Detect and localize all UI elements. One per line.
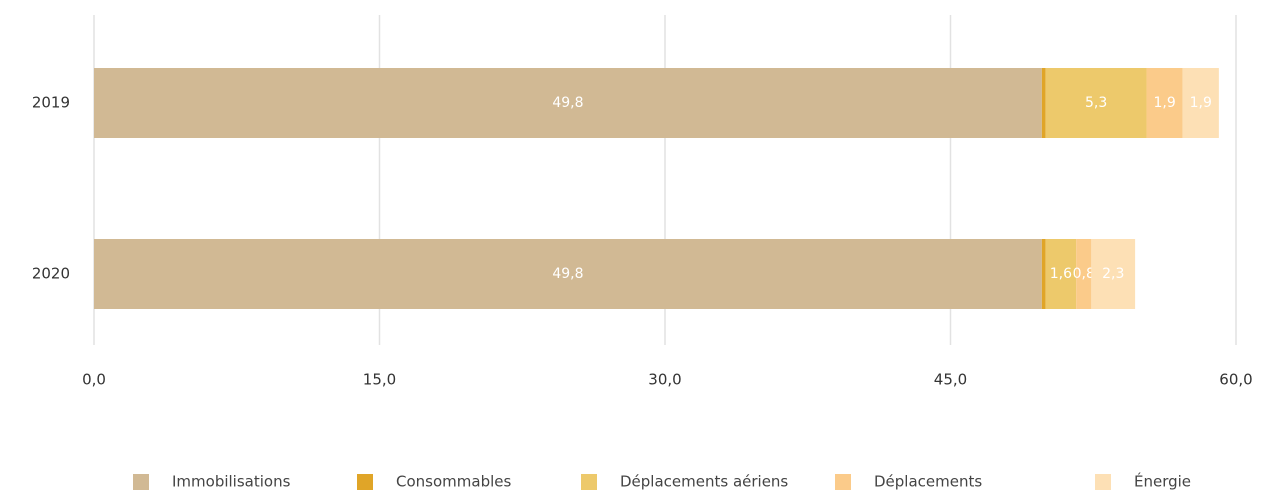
bar-segment	[1182, 68, 1219, 138]
data-label: 1,9	[1153, 95, 1175, 111]
legend-label: Immobilisations	[172, 473, 291, 491]
bar-segment	[94, 68, 1042, 138]
legend-swatch	[581, 474, 597, 490]
x-tick-label: 60,0	[1219, 371, 1252, 389]
legend-swatch	[835, 474, 851, 490]
bar-segment	[1146, 68, 1183, 138]
bar-segment	[1041, 239, 1046, 309]
y-tick-label: 2020	[32, 265, 70, 283]
legend-label: Déplacements aériens	[620, 473, 788, 491]
data-label: 1,9	[1190, 95, 1212, 111]
bar-segment	[1076, 239, 1092, 309]
bar-segment	[94, 239, 1042, 309]
bar-segment	[1045, 68, 1147, 138]
data-label: 2,3	[1102, 266, 1124, 282]
x-tick-label: 15,0	[363, 371, 396, 389]
y-tick-label: 2019	[32, 94, 70, 112]
bar-segment	[1041, 68, 1046, 138]
data-label: 49,8	[552, 95, 583, 111]
legend-swatch	[133, 474, 149, 490]
x-tick-label: 0,0	[82, 371, 106, 389]
legend-label: Énergie	[1134, 472, 1191, 491]
legend-label: Consommables	[396, 473, 511, 491]
data-label: 1,6	[1050, 266, 1072, 282]
x-tick-label: 45,0	[934, 371, 967, 389]
bar-segment	[1045, 239, 1077, 309]
legend-swatch	[1095, 474, 1111, 490]
data-label: 0,8	[1073, 266, 1095, 282]
legend-swatch	[357, 474, 373, 490]
data-label: 5,3	[1085, 95, 1107, 111]
x-tick-label: 30,0	[648, 371, 681, 389]
legend-label: Déplacements	[874, 473, 982, 491]
bar-segment	[1091, 239, 1136, 309]
data-label: 49,8	[552, 266, 583, 282]
